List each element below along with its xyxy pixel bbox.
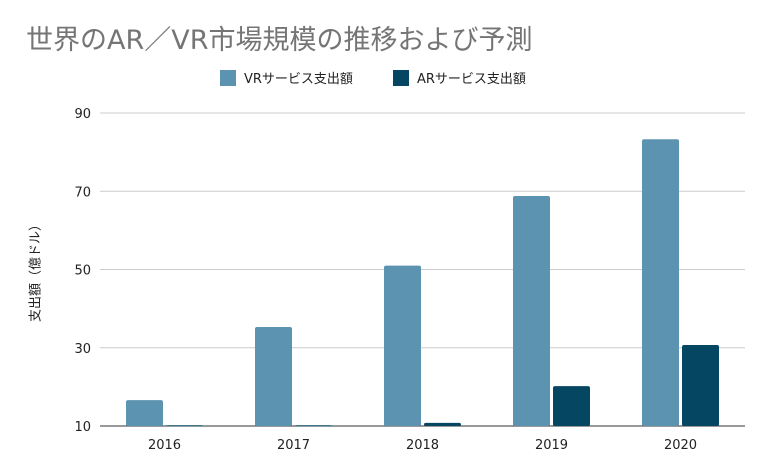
- legend: VRサービス支出額 ARサービス支出額: [0, 68, 768, 90]
- x-tick-label: 2019: [535, 438, 568, 453]
- bar-ar: [295, 425, 332, 427]
- bar-ar: [553, 386, 590, 426]
- legend-swatch-vr: [220, 69, 236, 86]
- bar-vr: [255, 327, 292, 426]
- legend-label-ar: ARサービス支出額: [417, 72, 526, 87]
- chart-title: 世界のAR／VR市場規模の推移および予測: [26, 25, 533, 56]
- bar-vr: [513, 195, 550, 426]
- bar-vr: [642, 139, 679, 426]
- legend-swatch-ar: [393, 69, 409, 86]
- x-tick-label: 2020: [664, 438, 697, 453]
- x-tick-label: 2017: [277, 438, 310, 453]
- legend-item-ar: ARサービス支出額: [393, 68, 526, 87]
- y-tick-label: 90: [74, 107, 91, 122]
- bar-vr: [384, 265, 421, 426]
- legend-item-vr: VRサービス支出額: [220, 68, 353, 87]
- bar-ar: [682, 345, 719, 426]
- x-tick-label: 2018: [406, 438, 439, 453]
- y-tick-label: 30: [74, 342, 91, 357]
- y-tick-label: 10: [74, 420, 91, 435]
- y-tick-label: 70: [74, 185, 91, 200]
- bar-ar: [166, 425, 203, 427]
- bar-ar: [424, 422, 461, 426]
- bar-vr: [126, 400, 163, 426]
- legend-label-vr: VRサービス支出額: [244, 72, 353, 87]
- x-tick-label: 2016: [148, 438, 181, 453]
- y-tick-label: 50: [74, 264, 91, 279]
